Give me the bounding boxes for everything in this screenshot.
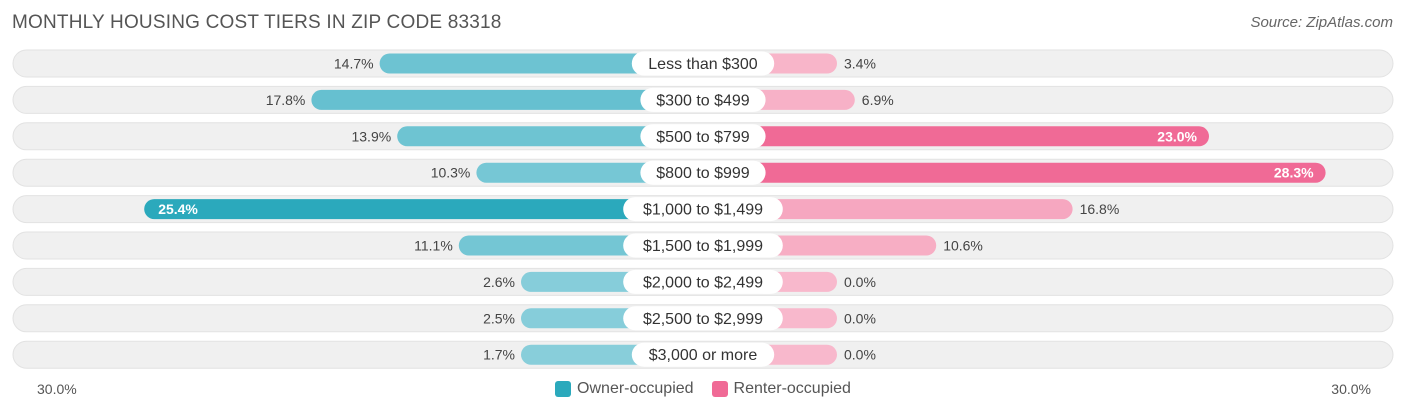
legend: Owner-occupied Renter-occupied [0,379,1406,399]
owner-bar [144,199,703,220]
category-pill [640,124,766,149]
legend-item-renter[interactable]: Renter-occupied [711,380,851,398]
renter-value-label: 0.0% [844,347,876,363]
category-pill [631,342,775,367]
renter-value-label: 23.0% [1157,128,1197,144]
renter-value-label: 6.9% [862,92,894,108]
owner-bar [311,89,703,110]
owner-value-label: 17.8% [266,92,306,108]
owner-value-label: 25.4% [158,201,198,217]
axis-right-label: 30.0% [1331,381,1371,397]
owner-value-label: 2.5% [483,310,515,326]
renter-value-label: 28.3% [1274,165,1314,181]
category-label: $1,500 to $1,999 [643,238,763,255]
category-pill [640,160,766,185]
renter-value-label: 0.0% [844,274,876,290]
owner-value-label: 1.7% [483,347,515,363]
axis-left-label: 30.0% [37,381,77,397]
category-label: $300 to $499 [656,92,750,109]
owner-swatch [555,381,572,397]
renter-bar [703,199,1073,220]
category-label: $500 to $799 [656,129,750,146]
chart: 14.7% 3.4% Less than $300 17.8% 6.9% $300 to … [12,49,1394,369]
category-pill [623,197,783,222]
owner-value-label: 13.9% [351,128,391,144]
category-label: $1,000 to $1,499 [643,202,763,219]
legend-item-owner[interactable]: Owner-occupied [555,380,694,398]
owner-value-label: 14.7% [334,56,374,72]
legend-owner-label: Owner-occupied [577,380,694,397]
renter-bar [703,162,1326,183]
chart-title: MONTHLY HOUSING COST TIERS IN ZIP CODE 8… [12,12,502,33]
category-pill [623,306,783,331]
legend-renter-label: Renter-occupied [733,380,851,397]
category-label: $800 to $999 [656,165,750,182]
renter-bar [703,126,1209,147]
category-pill [623,233,783,258]
source-label: Source: ZipAtlas.com [1250,14,1393,31]
owner-value-label: 10.3% [431,165,471,181]
owner-value-label: 11.1% [414,238,453,254]
renter-value-label: 16.8% [1080,201,1120,217]
category-label: Less than $300 [648,56,758,73]
renter-value-label: 0.0% [844,310,876,326]
owner-value-label: 2.6% [483,274,515,290]
category-pill [640,87,766,112]
category-pill [631,51,775,76]
renter-value-label: 10.6% [943,238,983,254]
category-label: $3,000 or more [649,347,758,364]
category-label: $2,000 to $2,499 [643,274,763,291]
renter-swatch [711,381,728,397]
renter-value-label: 3.4% [844,56,876,72]
owner-bar [397,126,703,147]
category-label: $2,500 to $2,999 [643,311,763,328]
owner-bar [379,53,703,74]
category-pill [623,269,783,294]
